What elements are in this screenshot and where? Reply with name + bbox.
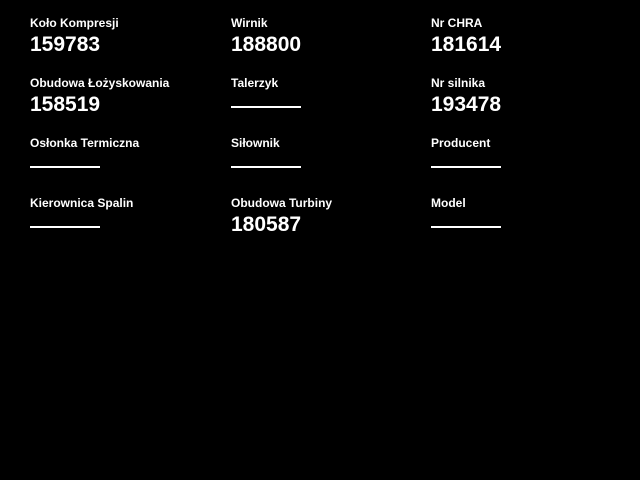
field-label: Producent [431, 136, 491, 150]
empty-value-dash [431, 226, 501, 228]
field-label: Obudowa Łożyskowania [30, 76, 170, 90]
field-producent[interactable]: Producent [431, 136, 631, 196]
field-oslonka-termiczna[interactable]: Osłonka Termiczna [30, 136, 231, 196]
field-label: Kierownica Spalin [30, 196, 134, 210]
field-talerzyk[interactable]: Talerzyk [231, 76, 431, 136]
empty-value-dash [30, 166, 100, 168]
empty-value-dash [231, 166, 301, 168]
field-value: 159783 [30, 33, 101, 56]
field-kierownica-spalin[interactable]: Kierownica Spalin [30, 196, 231, 256]
field-label: Talerzyk [231, 76, 279, 90]
field-silownik[interactable]: Siłownik [231, 136, 431, 196]
field-label: Siłownik [231, 136, 280, 150]
field-value: 188800 [231, 33, 302, 56]
field-value: 181614 [431, 33, 502, 56]
field-label: Nr silnika [431, 76, 486, 90]
field-value: 180587 [231, 213, 302, 236]
field-value: 193478 [431, 93, 502, 116]
field-model[interactable]: Model [431, 196, 631, 256]
fields-grid: Koło Kompresji 159783 Wirnik 188800 Nr C… [30, 16, 631, 256]
field-nr-chra[interactable]: Nr CHRA 181614 [431, 16, 631, 76]
field-obudowa-lozyskowania[interactable]: Obudowa Łożyskowania 158519 [30, 76, 231, 136]
empty-value-dash [30, 226, 100, 228]
empty-value-dash [431, 166, 501, 168]
field-label: Koło Kompresji [30, 16, 119, 30]
field-wirnik[interactable]: Wirnik 188800 [231, 16, 431, 76]
field-kolo-kompresji[interactable]: Koło Kompresji 159783 [30, 16, 231, 76]
field-label: Model [431, 196, 466, 210]
field-value: 158519 [30, 93, 101, 116]
field-label: Wirnik [231, 16, 268, 30]
field-label: Osłonka Termiczna [30, 136, 140, 150]
field-label: Obudowa Turbiny [231, 196, 333, 210]
field-nr-silnika[interactable]: Nr silnika 193478 [431, 76, 631, 136]
empty-value-dash [231, 106, 301, 108]
field-label: Nr CHRA [431, 16, 483, 30]
field-obudowa-turbiny[interactable]: Obudowa Turbiny 180587 [231, 196, 431, 256]
